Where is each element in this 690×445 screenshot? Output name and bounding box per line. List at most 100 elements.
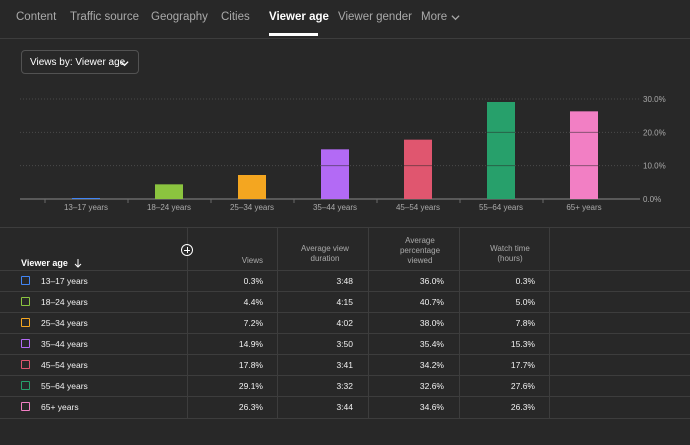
series-color-swatch <box>21 318 30 327</box>
header-watch-time[interactable]: Watch time (hours) <box>475 244 545 264</box>
arrow-down-icon <box>74 258 82 268</box>
row-views: 7.2% <box>243 318 263 328</box>
table-row[interactable]: 13–17 years 0.3% 3:48 36.0% 0.3% <box>0 270 690 292</box>
row-watch-time: 7.8% <box>515 318 535 328</box>
tab-viewer-age[interactable]: Viewer age <box>269 11 329 23</box>
chevron-down-icon <box>451 14 460 20</box>
row-views: 26.3% <box>238 402 263 412</box>
row-age-label: 18–24 years <box>41 297 88 307</box>
views-by-dropdown[interactable]: Views by: Viewer age <box>21 50 139 74</box>
column-divider <box>187 228 188 418</box>
row-avg-pct: 34.6% <box>419 402 444 412</box>
chart-bar <box>321 149 349 199</box>
active-tab-indicator <box>269 33 318 36</box>
viewer-age-bar-chart: 0.0% 10.0% 20.0% 30.0% 13–17 years 18–24 year… <box>20 95 666 212</box>
row-avg-duration: 3:48 <box>336 276 353 286</box>
header-line: Average <box>405 236 435 245</box>
series-color-swatch <box>21 297 30 306</box>
header-line: (hours) <box>497 254 523 263</box>
row-avg-pct: 35.4% <box>419 339 444 349</box>
x-tick-label: 55–64 years <box>479 203 523 212</box>
y-tick-label: 20.0% <box>643 128 666 137</box>
row-avg-pct: 38.0% <box>419 318 444 328</box>
tab-viewer-gender[interactable]: Viewer gender <box>338 11 412 23</box>
series-color-swatch <box>21 381 30 390</box>
x-tick-label: 65+ years <box>566 203 601 212</box>
dropdown-label: Views by: Viewer age <box>30 56 126 68</box>
header-line: percentage <box>399 246 441 255</box>
series-color-swatch <box>21 276 30 285</box>
chart-bar <box>487 102 515 199</box>
table-bottom-border <box>0 418 690 419</box>
table-row[interactable]: 55–64 years 29.1% 3:32 32.6% 27.6% <box>0 375 690 397</box>
row-watch-time: 5.0% <box>515 297 535 307</box>
row-views: 14.9% <box>238 339 263 349</box>
table-row[interactable]: 18–24 years 4.4% 4:15 40.7% 5.0% <box>0 291 690 313</box>
tab-bar: Content Traffic source Geography Cities … <box>0 0 690 39</box>
x-tick-label: 13–17 years <box>64 203 108 212</box>
row-avg-pct: 34.2% <box>419 360 444 370</box>
header-line: duration <box>310 254 340 263</box>
row-avg-pct: 36.0% <box>419 276 444 286</box>
column-divider <box>549 228 550 418</box>
x-tick-label: 25–34 years <box>230 203 274 212</box>
row-avg-pct: 40.7% <box>419 297 444 307</box>
series-color-swatch <box>21 402 30 411</box>
row-age-label: 13–17 years <box>41 276 88 286</box>
row-views: 4.4% <box>243 297 263 307</box>
header-viewer-age[interactable]: Viewer age <box>21 258 82 268</box>
column-divider <box>368 228 369 418</box>
header-line: Watch time <box>490 244 530 253</box>
chart-bar <box>404 139 432 199</box>
chart-bar <box>570 111 598 199</box>
table-row[interactable]: 65+ years 26.3% 3:44 34.6% 26.3% <box>0 396 690 418</box>
row-avg-duration: 3:44 <box>336 402 353 412</box>
y-tick-label: 10.0% <box>643 162 666 171</box>
series-color-swatch <box>21 360 30 369</box>
header-line: Average view <box>301 244 349 253</box>
chart-bar <box>72 198 100 199</box>
row-avg-pct: 32.6% <box>419 381 444 391</box>
header-views[interactable]: Views <box>205 256 263 266</box>
header-viewer-age-label: Viewer age <box>21 258 68 268</box>
row-avg-duration: 4:02 <box>336 318 353 328</box>
row-age-label: 35–44 years <box>41 339 88 349</box>
chart-bar <box>155 184 183 199</box>
chart-bar <box>238 175 266 199</box>
chevron-down-icon <box>120 61 129 67</box>
viewer-age-table: Viewer age Views Average view duration A… <box>0 227 690 445</box>
tab-geography[interactable]: Geography <box>151 11 208 23</box>
header-views-label: Views <box>241 256 263 265</box>
tab-traffic-source[interactable]: Traffic source <box>70 11 140 23</box>
row-views: 29.1% <box>238 381 263 391</box>
table-row[interactable]: 45–54 years 17.8% 3:41 34.2% 17.7% <box>0 354 690 376</box>
table-row[interactable]: 35–44 years 14.9% 3:50 35.4% 15.3% <box>0 333 690 355</box>
series-color-swatch <box>21 339 30 348</box>
tab-more[interactable]: More <box>421 11 460 23</box>
row-avg-duration: 3:41 <box>336 360 353 370</box>
header-avg-percentage-viewed[interactable]: Average percentage viewed <box>385 236 455 266</box>
x-tick-label: 45–54 years <box>396 203 440 212</box>
table-row[interactable]: 25–34 years 7.2% 4:02 38.0% 7.8% <box>0 312 690 334</box>
add-column-button[interactable] <box>181 244 193 256</box>
x-tick-label: 35–44 years <box>313 203 357 212</box>
tab-cities[interactable]: Cities <box>221 11 250 23</box>
row-views: 0.3% <box>243 276 263 286</box>
row-avg-duration: 3:32 <box>336 381 353 391</box>
column-divider <box>459 228 460 418</box>
row-watch-time: 17.7% <box>510 360 535 370</box>
row-watch-time: 27.6% <box>510 381 535 391</box>
row-views: 17.8% <box>238 360 263 370</box>
row-watch-time: 26.3% <box>510 402 535 412</box>
row-age-label: 65+ years <box>41 402 79 412</box>
row-avg-duration: 4:15 <box>336 297 353 307</box>
row-watch-time: 15.3% <box>510 339 535 349</box>
row-watch-time: 0.3% <box>515 276 535 286</box>
y-tick-label: 30.0% <box>643 95 666 104</box>
header-avg-view-duration[interactable]: Average view duration <box>290 244 360 264</box>
tab-more-label: More <box>421 11 448 23</box>
header-line: viewed <box>407 256 433 265</box>
tab-content[interactable]: Content <box>16 11 57 23</box>
row-age-label: 25–34 years <box>41 318 88 328</box>
row-avg-duration: 3:50 <box>336 339 353 349</box>
